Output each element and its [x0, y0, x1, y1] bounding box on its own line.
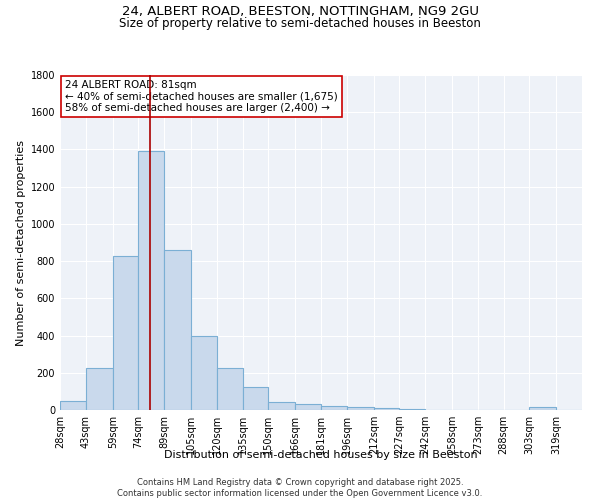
Bar [268, 402, 295, 410]
Y-axis label: Number of semi-detached properties: Number of semi-detached properties [16, 140, 26, 346]
Bar [139, 152, 164, 410]
Bar [60, 400, 86, 410]
Bar [321, 406, 347, 410]
Bar [374, 408, 400, 410]
Bar [191, 336, 217, 410]
Bar [347, 407, 374, 410]
Bar [113, 256, 139, 410]
Bar [400, 409, 425, 410]
Bar [217, 368, 242, 410]
Text: Size of property relative to semi-detached houses in Beeston: Size of property relative to semi-detach… [119, 18, 481, 30]
Text: Distribution of semi-detached houses by size in Beeston: Distribution of semi-detached houses by … [164, 450, 478, 460]
Bar [295, 404, 321, 410]
Text: 24 ALBERT ROAD: 81sqm
← 40% of semi-detached houses are smaller (1,675)
58% of s: 24 ALBERT ROAD: 81sqm ← 40% of semi-deta… [65, 80, 338, 113]
Bar [164, 250, 191, 410]
Bar [86, 368, 113, 410]
Text: 24, ALBERT ROAD, BEESTON, NOTTINGHAM, NG9 2GU: 24, ALBERT ROAD, BEESTON, NOTTINGHAM, NG… [121, 5, 479, 18]
Bar [529, 407, 556, 410]
Text: Contains HM Land Registry data © Crown copyright and database right 2025.
Contai: Contains HM Land Registry data © Crown c… [118, 478, 482, 498]
Bar [242, 386, 268, 410]
